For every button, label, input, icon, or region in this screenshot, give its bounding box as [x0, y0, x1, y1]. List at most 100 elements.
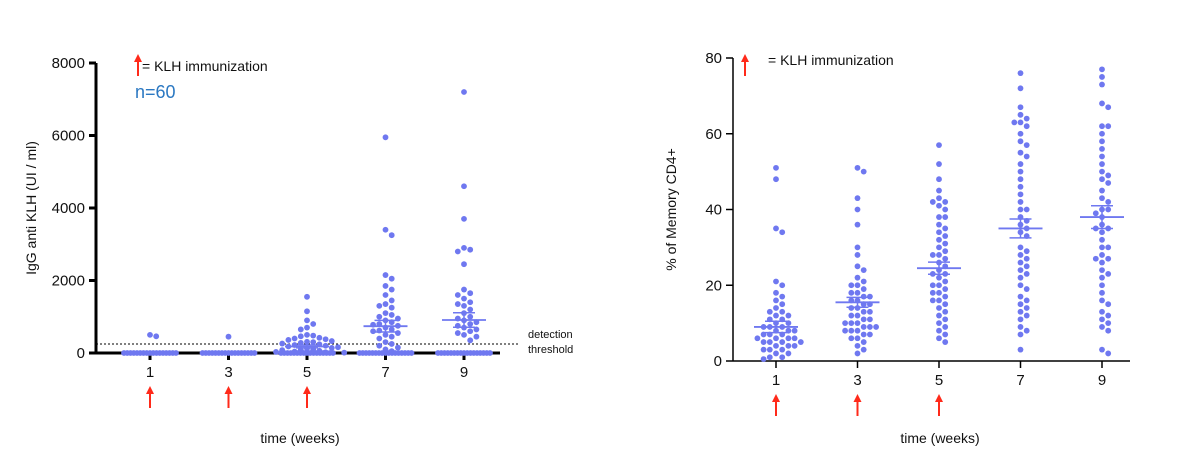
data-point [766, 346, 773, 353]
data-point [1099, 297, 1105, 304]
y-tick-label: 8000 [52, 55, 85, 72]
data-point [382, 226, 389, 233]
y-tick-label: 0 [714, 353, 722, 370]
data-point [1017, 85, 1024, 92]
data-point [1023, 286, 1030, 292]
data-point [773, 312, 779, 319]
data-point [1099, 346, 1105, 353]
immunization-arrow [772, 394, 780, 416]
data-point [860, 278, 867, 285]
data-point [1099, 267, 1105, 273]
data-point [1023, 248, 1030, 255]
data-point [1017, 138, 1024, 145]
data-point [779, 282, 786, 289]
data-point [461, 295, 467, 302]
data-point [854, 244, 861, 251]
data-point [1017, 267, 1024, 273]
data-point [867, 316, 873, 323]
data-point [929, 282, 936, 289]
immunization-arrow [224, 386, 233, 408]
data-point [936, 274, 942, 281]
data-point [1099, 153, 1105, 160]
data-point [1099, 236, 1105, 243]
data-point [936, 282, 942, 289]
data-point [936, 252, 942, 258]
data-point [461, 89, 467, 95]
data-point [1099, 195, 1105, 202]
data-point [860, 339, 867, 345]
y-tick-label: 20 [705, 277, 722, 294]
x-tick-label: 3 [853, 372, 861, 389]
series-week-3 [835, 164, 880, 357]
data-point [942, 331, 949, 338]
y-tick-label: 80 [705, 50, 722, 67]
data-point [860, 267, 867, 273]
data-point [791, 342, 798, 349]
data-point [791, 327, 798, 334]
data-point [779, 301, 786, 308]
data-point [942, 293, 949, 300]
legend-label: = KLH immunization [768, 52, 894, 68]
data-point [854, 282, 861, 289]
data-point [854, 252, 861, 258]
data-point [860, 168, 867, 175]
data-point [854, 327, 861, 334]
data-point [297, 326, 304, 333]
data-point [929, 297, 936, 304]
data-point [467, 306, 474, 313]
data-point [1023, 297, 1030, 304]
data-point [842, 320, 848, 327]
data-point [1017, 259, 1024, 266]
x-tick-label: 7 [381, 364, 389, 381]
data-point [1017, 331, 1024, 338]
data-point [936, 297, 942, 304]
data-point [1023, 270, 1030, 277]
data-point [766, 354, 773, 361]
data-point [860, 331, 867, 338]
y-tick-label: 6000 [52, 128, 85, 145]
data-point [395, 344, 401, 351]
data-point [376, 313, 383, 320]
data-point [388, 341, 395, 347]
data-point [1017, 244, 1024, 251]
data-point [942, 248, 949, 255]
data-point [322, 349, 329, 356]
data-point [1105, 199, 1112, 205]
data-point [936, 161, 942, 167]
data-point [854, 312, 861, 319]
x-tick-label: 9 [1098, 372, 1106, 389]
data-point [316, 334, 323, 341]
data-point [1105, 172, 1112, 179]
immunization-arrow [303, 386, 311, 408]
data-point [376, 302, 383, 309]
data-point [1023, 206, 1030, 213]
data-point [760, 339, 767, 345]
data-point [854, 335, 861, 342]
data-point [760, 356, 767, 363]
data-point [1105, 255, 1112, 262]
data-point [382, 272, 389, 278]
data-point [388, 333, 395, 340]
data-point [461, 286, 467, 293]
data-point [773, 289, 779, 296]
data-point [1017, 183, 1024, 190]
data-point [1099, 74, 1105, 80]
data-point [1023, 263, 1030, 270]
data-point [936, 176, 942, 183]
data-point [779, 346, 786, 353]
data-point [1011, 119, 1018, 126]
data-point [942, 316, 949, 323]
data-point [867, 308, 873, 315]
data-point [1017, 168, 1024, 175]
data-point [785, 350, 792, 357]
data-point [1017, 308, 1024, 315]
data-point [773, 176, 779, 183]
n-annotation: n=60 [135, 82, 176, 102]
data-point [936, 335, 942, 342]
arrow-head [853, 394, 862, 402]
data-point [848, 289, 855, 296]
data-point [454, 301, 461, 307]
immunization-arrow [935, 394, 943, 416]
